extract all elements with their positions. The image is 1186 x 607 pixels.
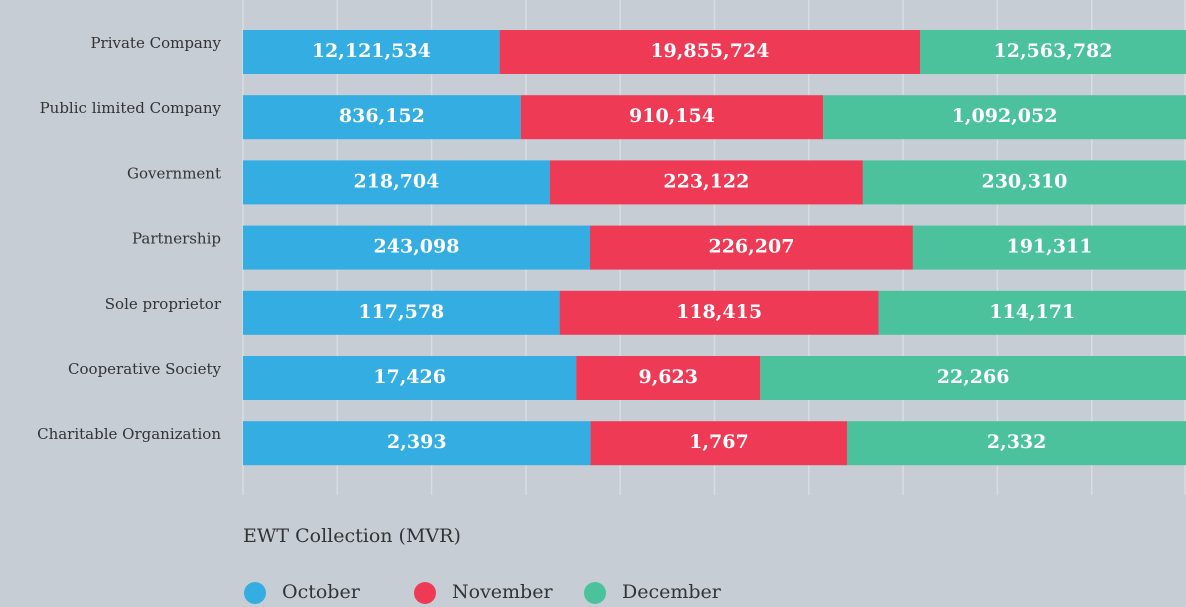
value-label: 223,122: [663, 170, 749, 192]
x-axis-label: EWT Collection (MVR): [243, 525, 461, 547]
bar-segment: [559, 290, 879, 335]
legend-label: December: [622, 581, 722, 603]
y-tick-label: Charitable Organization: [37, 425, 221, 443]
value-label: 226,207: [708, 236, 794, 258]
y-tick-label: Cooperative Society: [68, 360, 221, 378]
value-label: 1,092,052: [952, 105, 1058, 127]
bar-segment: [862, 160, 1186, 205]
value-label: 114,171: [989, 301, 1075, 323]
bar-segment: [499, 30, 921, 74]
bar-segment: [243, 225, 591, 270]
legend-swatch: [414, 582, 436, 604]
bar-segment: [847, 421, 1186, 466]
y-tick-label: Government: [127, 164, 221, 182]
y-tick-label: Partnership: [132, 230, 221, 248]
bar-segment: [243, 95, 521, 140]
bar-segment: [920, 30, 1186, 74]
bar-segment: [243, 30, 500, 74]
bar-segment: [878, 290, 1186, 335]
bar-segment: [549, 160, 863, 205]
bar-segment: [243, 421, 591, 466]
bar-segment: [576, 356, 761, 400]
legend-label: October: [282, 581, 361, 603]
bar-segment: [243, 290, 560, 335]
bar-segment: [243, 160, 550, 205]
value-label: 230,310: [981, 170, 1067, 192]
value-label: 2,393: [387, 431, 447, 453]
value-label: 191,311: [1006, 236, 1092, 258]
value-label: 22,266: [937, 366, 1010, 388]
value-label: 218,704: [353, 170, 439, 192]
y-tick-label: Public limited Company: [40, 99, 222, 117]
value-label: 1,767: [689, 431, 749, 453]
value-label: 9,623: [638, 366, 698, 388]
bar-segment: [760, 356, 1186, 400]
value-label: 243,098: [374, 236, 460, 258]
value-label: 2,332: [987, 431, 1047, 453]
bar-segment: [823, 95, 1186, 140]
value-label: 19,855,724: [650, 40, 769, 62]
legend-label: November: [452, 581, 553, 603]
value-label: 12,563,782: [994, 40, 1113, 62]
value-label: 117,578: [358, 301, 444, 323]
y-tick-label: Private Company: [90, 34, 221, 52]
y-tick-label: Sole proprietor: [105, 295, 222, 313]
legend-swatch: [244, 582, 266, 604]
bar-segment: [520, 95, 824, 140]
bar-segment: [243, 356, 577, 400]
value-label: 12,121,534: [312, 40, 431, 62]
value-label: 836,152: [339, 105, 425, 127]
value-label: 910,154: [629, 105, 715, 127]
value-label: 118,415: [676, 301, 762, 323]
legend-swatch: [584, 582, 606, 604]
bar-segment: [590, 225, 913, 270]
bar-segment: [590, 421, 848, 466]
bar-segment: [912, 225, 1186, 270]
value-label: 17,426: [373, 366, 446, 388]
